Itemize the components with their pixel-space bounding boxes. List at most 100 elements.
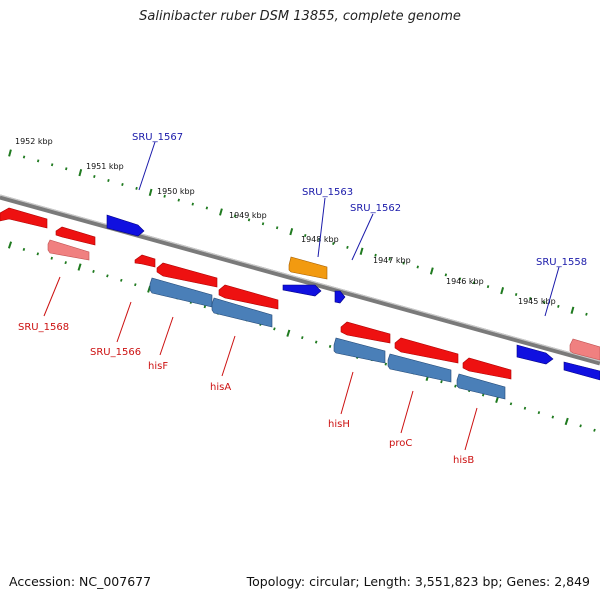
leader-hisf (159, 316, 174, 356)
scale-upper-minor-tick (247, 218, 251, 222)
backbone-line (0, 194, 600, 366)
gene-bar-hish-steel[interactable] (333, 337, 386, 364)
scale-upper-major-tick (289, 228, 294, 236)
gene-leader-lines (43, 141, 560, 451)
leader-sru1558 (544, 266, 560, 317)
leader-sru1567 (138, 141, 156, 191)
leader-sru1566 (116, 301, 132, 343)
gene-arrow-proc-red[interactable] (394, 337, 459, 364)
scale-upper-minor-tick (444, 273, 448, 277)
scale-upper-minor-tick (374, 253, 377, 257)
scale-upper-minor-tick (36, 159, 40, 163)
scale-upper-minor-tick (233, 214, 237, 218)
scale-lower-minor-tick (22, 247, 26, 251)
scale-upper-major-tick (78, 169, 83, 177)
scale-upper-minor-tick (388, 257, 391, 261)
leader-sru1562 (351, 213, 374, 261)
gene-label-sru1567[interactable]: SRU_1567 (132, 132, 183, 143)
scale-upper-minor-tick (261, 222, 265, 226)
scale-upper-minor-tick (275, 226, 279, 230)
scale-upper-minor-tick (50, 163, 54, 167)
topology-text: Topology: circular; Length: 3,551,823 bp… (246, 574, 590, 589)
scale-lower-minor-tick (579, 424, 582, 428)
scale-upper-minor-tick (332, 241, 335, 245)
scale-lower-minor-tick (384, 362, 388, 366)
gene-arrow-sru1566[interactable] (134, 254, 156, 268)
gene-arrow-sru1568-right[interactable] (55, 226, 96, 246)
scale-lower-minor-tick (106, 274, 109, 278)
gene-features (0, 207, 600, 400)
scale-lower-minor-tick (328, 344, 332, 348)
gene-label-hisa[interactable]: hisA (210, 382, 231, 393)
gene-label-sru1566[interactable]: SRU_1566 (90, 347, 141, 358)
scale-upper-major-tick (429, 267, 434, 275)
scale-lower-major-tick (286, 329, 291, 337)
scale-upper-minor-tick (557, 304, 560, 308)
scale-lower-minor-tick (273, 327, 276, 331)
gene-bar-hisa-steel[interactable] (211, 297, 273, 328)
gene-label-sru1563[interactable]: SRU_1563 (302, 187, 353, 198)
gene-label-sru1558[interactable]: SRU_1558 (536, 257, 587, 268)
scale-lower-major-tick (77, 263, 82, 271)
scale-upper-minor-tick (472, 281, 476, 285)
scale-lower-minor-tick (203, 305, 207, 309)
gene-label-proc[interactable]: proC (389, 438, 412, 449)
scale-label-1950: 1950 kbp (157, 187, 195, 196)
map-title: Salinibacter ruber DSM 13855, complete g… (139, 9, 461, 24)
gene-arrow-edge-blue[interactable] (563, 361, 600, 381)
gene-label-hisf[interactable]: hisF (148, 361, 168, 372)
scale-lower-minor-tick (301, 336, 304, 340)
scale-lower-minor-tick (454, 384, 457, 388)
leader-hish (340, 371, 354, 415)
gene-label-hish[interactable]: hisH (328, 419, 350, 430)
gene-arrow-sru1567[interactable] (106, 214, 145, 237)
gene-label-sru1568[interactable]: SRU_1568 (18, 322, 69, 333)
scale-upper-minor-tick (121, 182, 124, 186)
scale-upper-minor-tick (514, 293, 518, 297)
scale-upper-minor-tick (65, 167, 68, 171)
backbone-highlight (0, 194, 600, 362)
scale-lower-minor-tick (593, 428, 596, 432)
gene-arrow-sru1568[interactable] (0, 207, 48, 229)
leader-hisb (464, 407, 478, 451)
scale-upper-minor-tick (585, 312, 588, 316)
scale-lower-minor-tick (314, 340, 318, 344)
gene-bar-sru1563-orange[interactable] (288, 256, 328, 280)
gene-arrow-hisa-red[interactable] (218, 284, 279, 310)
scale-lower-minor-tick (523, 406, 527, 410)
gene-bar-proc-steel[interactable] (387, 353, 452, 383)
scale-label-1952: 1952 kbp (15, 137, 53, 146)
scale-upper-minor-tick (529, 296, 532, 300)
scale-upper-minor-tick (177, 198, 180, 202)
scale-label-1951: 1951 kbp (86, 162, 124, 171)
scale-upper-major-tick (8, 149, 12, 157)
scale-upper-minor-tick (543, 300, 546, 304)
scale-upper-major-tick (219, 208, 223, 216)
gene-label-hisb[interactable]: hisB (453, 455, 474, 466)
scale-lower-minor-tick (537, 411, 541, 415)
gene-arrow-hisf-red[interactable] (156, 262, 218, 288)
gene-arrow-hisb-red[interactable] (462, 357, 512, 380)
accession-text: Accession: NC_007677 (9, 574, 152, 589)
leader-hisa (221, 335, 236, 377)
scale-upper-minor-tick (163, 194, 166, 198)
scale-lower-minor-tick (120, 278, 123, 282)
gene-bar-edge-pink[interactable] (569, 338, 600, 361)
gene-bar-hisb-steel[interactable] (456, 373, 506, 400)
scale-track-upper (8, 149, 588, 316)
scale-upper-minor-tick (346, 245, 349, 249)
gene-arrow-sru1562[interactable] (334, 290, 346, 304)
scale-lower-minor-tick (64, 261, 67, 265)
gene-label-sru1562[interactable]: SRU_1562 (350, 203, 401, 214)
scale-lower-minor-tick (50, 256, 53, 260)
gene-arrow-sru1563-blue[interactable] (282, 284, 322, 297)
gene-arrow-hish-red[interactable] (340, 321, 391, 344)
gene-arrow-sru1558[interactable] (516, 344, 554, 365)
scale-lower-minor-tick (134, 283, 137, 287)
scale-upper-minor-tick (191, 202, 194, 206)
scale-upper-minor-tick (107, 179, 110, 183)
leader-proc (400, 390, 414, 434)
gene-bar-sru1568-pink[interactable] (47, 239, 90, 261)
